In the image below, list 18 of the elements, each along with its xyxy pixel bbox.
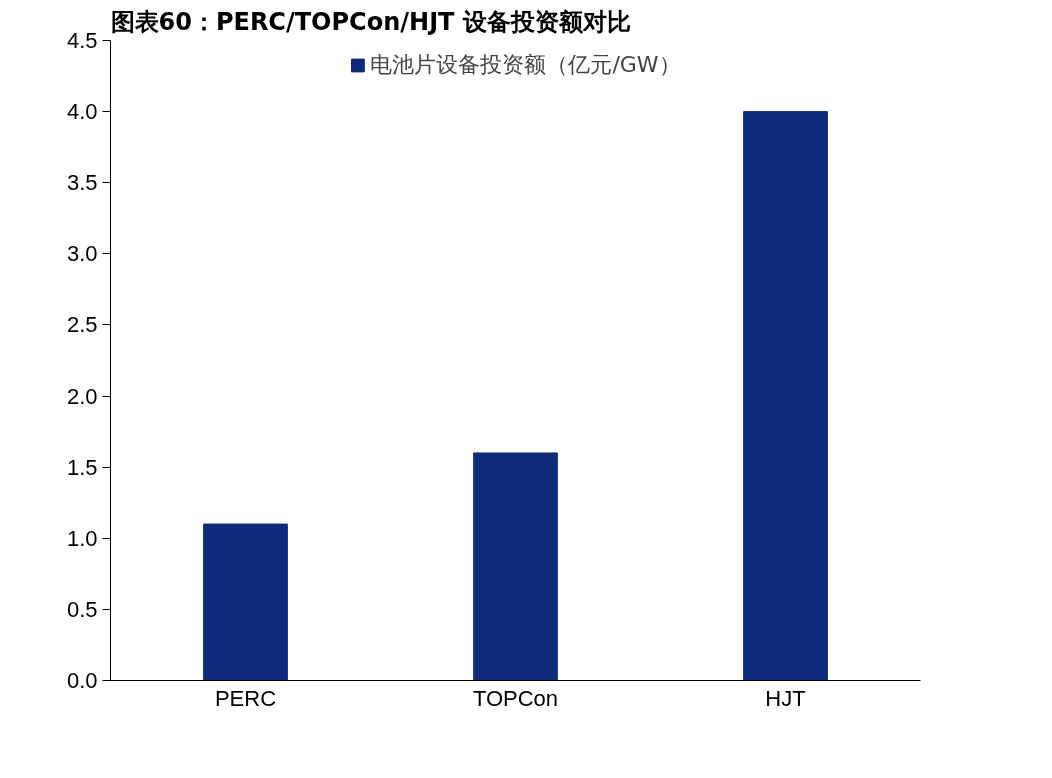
y-tick-label: 0.0: [66, 668, 98, 693]
y-tick-label: 4.0: [66, 99, 98, 125]
bar: [473, 452, 558, 681]
y-tick-label: 0.5: [66, 596, 98, 622]
bar: [203, 523, 288, 681]
y-tick-label: 2.5: [66, 312, 98, 338]
x-tick-label: TOPCon: [472, 685, 559, 711]
x-tick-label: PERC: [214, 685, 277, 711]
x-tick-label: HJT: [765, 685, 806, 711]
y-tick-label: 3.5: [66, 170, 98, 196]
legend-label: 电池片设备投资额（亿元/GW）: [370, 51, 681, 79]
y-tick-label: 2.0: [66, 383, 98, 409]
y-tick-label: 1.0: [66, 525, 98, 551]
y-tick-label: 4.5: [66, 28, 98, 53]
chart-title: 图表60：PERC/TOPCon/HJT 设备投资额对比: [110, 7, 631, 36]
y-tick-label: 3.0: [66, 241, 98, 267]
y-tick-label: 1.5: [66, 454, 98, 480]
bar: [743, 111, 828, 681]
